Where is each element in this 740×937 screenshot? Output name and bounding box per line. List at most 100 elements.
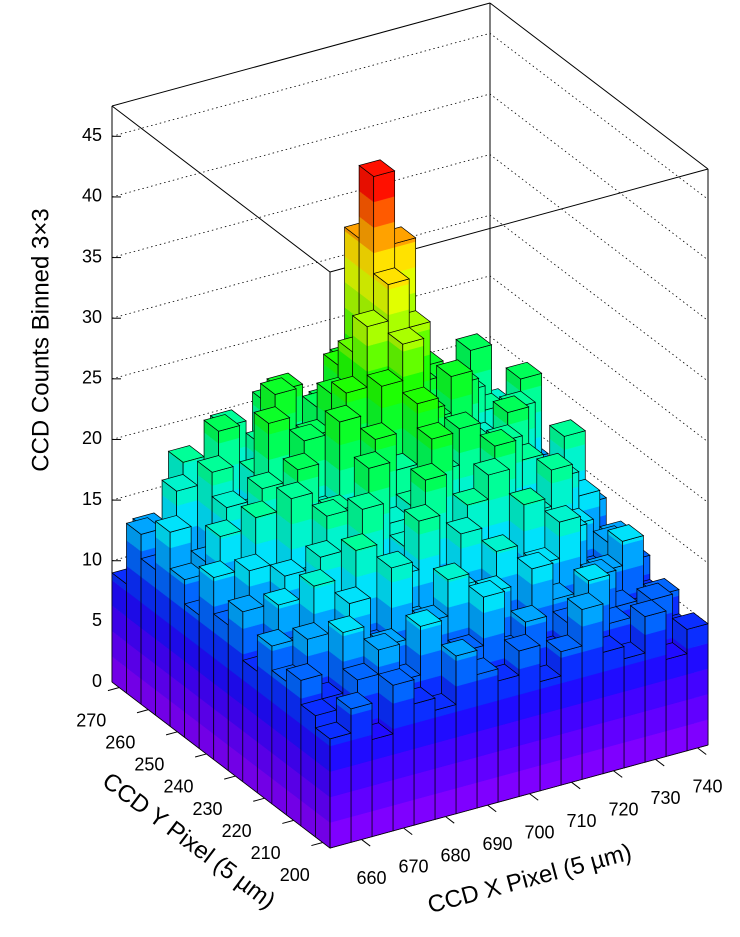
box-top [410,462,448,481]
box-top [334,586,372,604]
box-top [473,457,511,476]
grid-line [111,93,709,261]
frame-edge [489,2,709,170]
grid-line [111,275,709,443]
x-tick-label: 690 [482,834,512,854]
x-tick-label: 720 [608,800,638,820]
x-tick [403,827,413,836]
x-tick-label: 670 [398,857,428,877]
box-top [340,533,378,551]
box-top [169,562,207,581]
box-top [516,551,554,570]
x-tick-label: 680 [440,845,470,865]
box-top [324,404,362,423]
y-tick [311,841,323,847]
z-tick-label: 20 [82,428,102,448]
box-top [481,534,519,552]
box-top [263,587,301,606]
box-top [282,452,320,471]
z-tick-label: 35 [82,246,102,266]
box-top [154,515,192,533]
box-top [536,452,574,471]
x-tick [613,770,623,778]
z-axis-title: CCD Counts Binned 3×3 [27,208,54,471]
box-top [492,395,530,413]
z-tick-label: 25 [82,368,102,388]
box-top [403,503,441,522]
x-tick [361,839,371,847]
box-top [353,451,391,469]
x-tick [529,793,539,801]
box-top [233,553,272,572]
box-top [204,519,242,537]
y-tick [165,731,178,736]
box-top [305,540,343,558]
box-top [256,628,294,647]
box-top [372,267,410,285]
box-top [161,474,199,492]
x-tick-label: 660 [356,868,386,888]
box-top [358,159,396,177]
box-top [240,500,278,519]
frame-edge [111,2,491,107]
z-tick-label: 10 [82,549,102,569]
y-tick-label: 220 [222,821,252,841]
box-top [445,516,483,535]
box-top [198,560,236,578]
box-top [435,359,473,377]
box-top [292,622,330,640]
box-top [259,377,297,395]
box-top [269,558,307,577]
box-top [227,594,265,613]
x-tick [487,804,497,813]
x-tick-label: 710 [566,811,596,831]
y-tick-label: 210 [251,843,281,863]
y-tick-label: 270 [76,710,106,730]
box-top [359,422,398,440]
box-top [544,504,582,523]
box-top [253,406,291,424]
y-tick [224,775,236,780]
box-top [508,487,546,506]
box-top [125,517,163,535]
z-tick-label: 15 [82,489,102,509]
x-tick [571,781,581,790]
box-top [479,428,517,447]
box-top [443,411,482,430]
box-top [275,481,314,500]
y-tick [253,797,265,802]
box-top [416,421,454,440]
box-top [196,455,234,473]
box-top [455,333,493,351]
x-tick-label: 700 [524,822,554,842]
y-tick-label: 240 [163,777,193,797]
frame-edge [111,105,331,273]
x-tick [655,758,665,767]
box-top [387,327,425,345]
box-top [330,375,368,394]
box-top [607,524,645,542]
grid-line [111,214,709,382]
y-tick-label: 200 [280,865,310,885]
y-tick-label: 250 [134,755,164,775]
box-top [432,562,470,581]
box-top [376,550,414,569]
z-tick-label: 45 [82,125,102,145]
x-tick [445,816,455,824]
box-top [401,386,440,405]
box-top [347,492,385,510]
y-tick [282,819,294,824]
box-top [505,361,543,380]
y-tick [194,753,207,758]
box-top [288,423,326,442]
box-top [246,471,284,490]
z-tick-label: 0 [92,671,102,691]
x-tick-label: 740 [692,777,722,797]
z-tick-label: 40 [82,186,102,206]
x-tick-label: 730 [650,788,680,808]
box-top [548,419,587,437]
box-top [351,309,389,328]
box-top [211,490,249,509]
